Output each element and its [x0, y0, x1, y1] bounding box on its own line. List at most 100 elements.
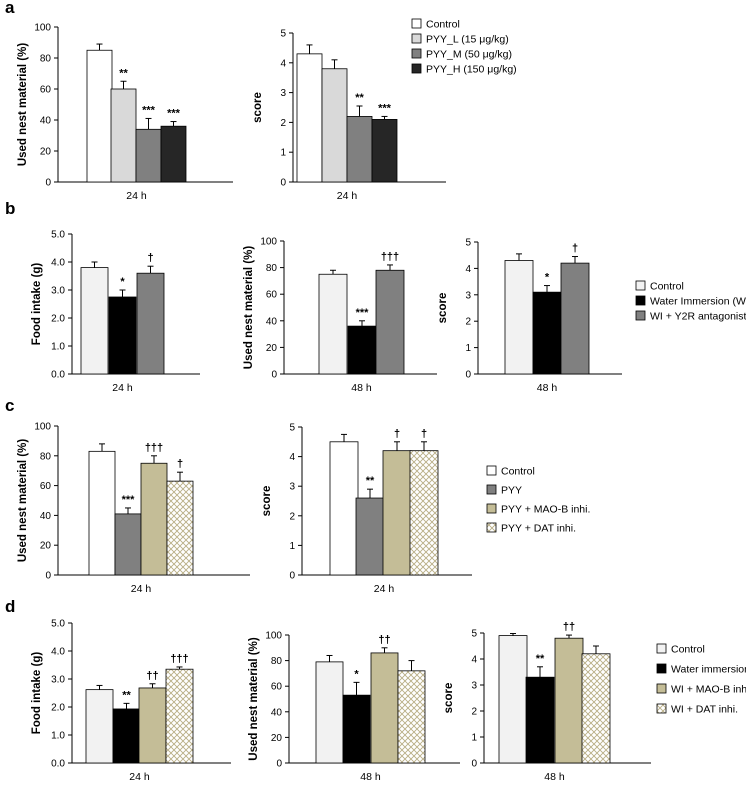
y-tick-label: 80 [40, 54, 52, 65]
y-tick-label: 1.0 [51, 342, 65, 353]
significance-mark: *** [356, 307, 370, 319]
y-tick-label: 100 [260, 237, 277, 248]
y-tick-label: 2 [280, 118, 286, 129]
y-tick-label: 3.0 [51, 675, 65, 686]
bar [504, 260, 534, 375]
y-axis-label: Food intake (g) [31, 652, 43, 735]
significance-mark: * [120, 276, 125, 288]
bar [397, 670, 426, 764]
x-category-label: 24 h [131, 583, 152, 595]
legend-label: Control [671, 644, 705, 656]
y-tick-label: 40 [40, 116, 52, 127]
legend-label: PYY + DAT inhi. [501, 523, 576, 535]
y-axis-label: score [443, 683, 455, 714]
y-axis-label: score [437, 293, 449, 324]
y-tick-label: 80 [266, 263, 278, 274]
bar [136, 272, 165, 375]
bar [370, 652, 399, 764]
bar [135, 128, 162, 183]
y-tick-label: 5 [289, 423, 295, 434]
panel-label-b: b [5, 199, 16, 218]
y-tick-label: 2.0 [51, 703, 65, 714]
bar [560, 262, 590, 375]
y-tick-label: 2 [289, 511, 295, 522]
y-tick-label: 1 [465, 343, 471, 354]
y-tick-label: 0 [271, 370, 277, 381]
significance-mark: ††† [170, 653, 188, 665]
y-tick-label: 3.0 [51, 286, 65, 297]
significance-mark: * [545, 272, 550, 284]
legend-swatch [635, 310, 646, 321]
y-axis-label: Food intake (g) [31, 263, 43, 346]
significance-mark: *** [378, 102, 392, 114]
y-tick-label: 1.0 [51, 731, 65, 742]
y-tick-label: 0 [471, 759, 477, 770]
bar [112, 708, 141, 764]
legend-swatch [411, 48, 422, 59]
bar [321, 68, 348, 183]
x-category-label: 48 h [360, 771, 381, 783]
y-tick-label: 80 [40, 451, 52, 462]
legend-label: PYY_H (150 μg/kg) [426, 64, 517, 76]
bar [110, 88, 137, 183]
bar [80, 267, 109, 375]
y-tick-label: 5 [471, 629, 477, 640]
y-tick-label: 0 [289, 571, 295, 582]
legend-label: Water Immersion (WI) [650, 296, 746, 308]
y-tick-label: 4 [280, 58, 286, 69]
bar [498, 635, 528, 764]
bar [85, 689, 114, 764]
legend-label: Control [501, 466, 535, 478]
significance-mark: ** [366, 475, 375, 487]
y-axis-label: Used nest material (%) [17, 43, 29, 167]
y-axis-label: Used nest material (%) [248, 637, 260, 761]
y-tick-label: 40 [40, 511, 52, 522]
legend-swatch [635, 295, 646, 306]
x-category-label: 24 h [112, 382, 133, 394]
y-tick-label: 0 [45, 178, 51, 189]
legend-label: Control [426, 19, 460, 31]
y-tick-label: 4.0 [51, 647, 65, 658]
y-tick-label: 40 [271, 707, 283, 718]
significance-mark: † [572, 243, 578, 255]
bar [532, 291, 562, 375]
significance-mark: ††† [381, 251, 399, 263]
bar [375, 269, 405, 375]
y-tick-label: 0 [276, 759, 282, 770]
y-tick-label: 4 [465, 264, 471, 275]
bar [166, 480, 194, 576]
x-category-label: 24 h [337, 190, 358, 202]
y-tick-label: 2 [471, 707, 477, 718]
y-tick-label: 100 [34, 23, 51, 34]
y-axis-label: score [261, 486, 273, 517]
y-tick-label: 0 [45, 571, 51, 582]
legend-swatch [656, 703, 667, 714]
legend-label: Control [650, 281, 684, 293]
bar [138, 687, 167, 764]
y-tick-label: 4 [289, 452, 295, 463]
bar [86, 49, 113, 183]
y-tick-label: 5 [465, 238, 471, 249]
y-tick-label: 0 [280, 178, 286, 189]
significance-mark: †† [563, 621, 575, 633]
legend-label: WI + MAO-B inhi. [671, 684, 746, 696]
y-tick-label: 0.0 [51, 370, 65, 381]
bar [165, 668, 194, 764]
significance-mark: †† [378, 634, 390, 646]
legend-swatch [411, 63, 422, 74]
bar [581, 653, 611, 764]
y-tick-label: 60 [40, 85, 52, 96]
x-category-label: 48 h [537, 382, 558, 394]
significance-mark: *** [167, 108, 181, 120]
y-tick-label: 1 [471, 733, 477, 744]
y-tick-label: 20 [40, 147, 52, 158]
y-tick-label: 2 [465, 317, 471, 328]
bar [329, 441, 359, 576]
y-tick-label: 5.0 [51, 230, 65, 241]
y-tick-label: 4 [471, 655, 477, 666]
x-category-label: 48 h [544, 771, 565, 783]
legend-swatch [411, 18, 422, 29]
y-tick-label: 80 [271, 656, 283, 667]
y-axis-label: Used nest material (%) [243, 246, 255, 370]
